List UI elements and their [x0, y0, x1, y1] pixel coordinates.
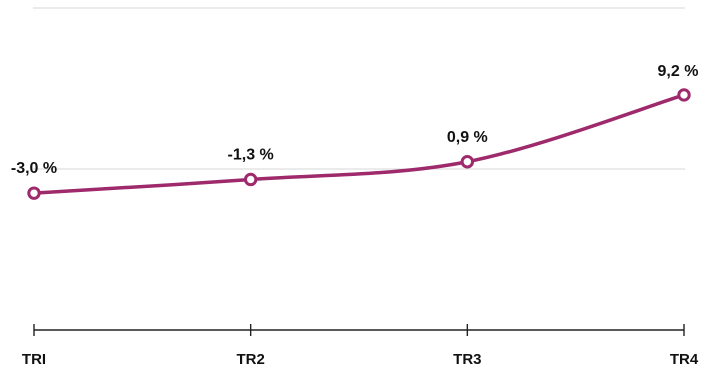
data-label: 9,2 %: [658, 63, 699, 80]
data-point: [460, 155, 475, 169]
data-label: -3,0 %: [11, 160, 57, 177]
data-point: [677, 88, 691, 102]
data-point: [243, 172, 258, 187]
x-axis-tick-label: TRI: [22, 351, 46, 368]
x-axis-tick-label: TR2: [236, 351, 264, 368]
x-axis-tick-label: TR3: [453, 351, 481, 368]
series-line: [32, 93, 686, 195]
data-label: -1,3 %: [228, 146, 274, 163]
data-point: [27, 186, 41, 200]
data-label: 0,9 %: [447, 129, 488, 146]
x-axis-tick-label: TR4: [670, 351, 699, 368]
